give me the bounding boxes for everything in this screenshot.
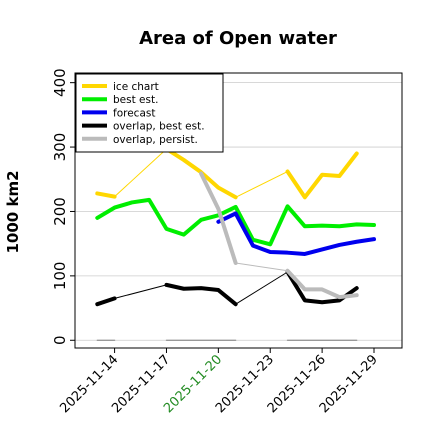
series-1 (95, 197, 376, 247)
legend-label: best est. (113, 94, 158, 106)
series-line (95, 191, 117, 199)
series-line (164, 282, 238, 307)
series-connector (235, 262, 288, 272)
legend-label: ice chart (113, 81, 159, 93)
y-tick-label: 200 (51, 197, 69, 226)
series-2 (216, 211, 376, 256)
series-line (216, 211, 376, 256)
y-axis: 0 100 200 300 400 (51, 68, 75, 345)
series-connector (235, 171, 288, 198)
series-connector (235, 271, 288, 305)
series-connector (114, 148, 167, 198)
legend-label: overlap, persist. (113, 134, 198, 146)
series-line (95, 296, 117, 307)
series-line (95, 197, 376, 247)
series-0 (95, 146, 359, 200)
series-4 (199, 171, 359, 300)
series-connector (114, 284, 167, 299)
y-tick-label: 0 (51, 335, 69, 345)
legend-label: forecast (113, 107, 155, 119)
chart-title: Area of Open water (139, 28, 337, 49)
y-tick-label: 300 (51, 133, 69, 162)
y-tick-label: 100 (51, 262, 69, 291)
plot-frame (74, 72, 403, 349)
legend-label: overlap, best est. (113, 121, 205, 133)
series-layer (95, 146, 376, 341)
x-axis: 2025-11-142025-11-172025-11-202025-11-23… (57, 348, 381, 416)
series-line (285, 151, 359, 200)
y-axis-label: 1000 km2 (4, 170, 22, 253)
y-tick-label: 400 (51, 68, 69, 97)
series-line (285, 268, 359, 300)
series-line (199, 171, 238, 265)
